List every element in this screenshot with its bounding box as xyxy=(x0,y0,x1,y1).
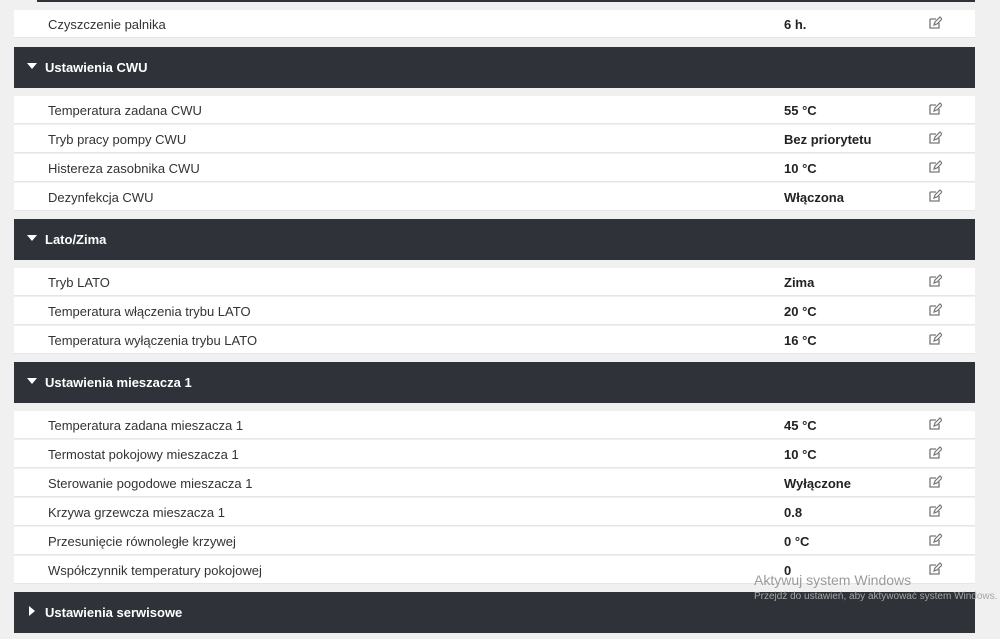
setting-label: Temperatura włączenia trybu LATO xyxy=(48,304,251,319)
setting-value: Włączona xyxy=(784,190,844,205)
edit-icon[interactable] xyxy=(928,189,942,203)
setting-value: 55 °C xyxy=(784,103,817,118)
setting-value: 0 °C xyxy=(784,534,810,549)
setting-value: 10 °C xyxy=(784,161,817,176)
setting-label: Czyszczenie palnika xyxy=(48,17,166,32)
edit-icon[interactable] xyxy=(928,131,942,145)
section-title: Lato/Zima xyxy=(45,232,107,247)
setting-label: Temperatura wyłączenia trybu LATO xyxy=(48,333,258,348)
setting-value: Bez priorytetu xyxy=(784,132,872,147)
section-header-serwisowe[interactable]: Ustawienia serwisowe xyxy=(14,592,975,633)
edit-icon[interactable] xyxy=(928,475,942,489)
setting-value: 20 °C xyxy=(784,304,817,319)
top-border xyxy=(37,0,975,2)
setting-label: Przesunięcie równoległe krzywej xyxy=(48,534,236,549)
setting-row: Dezynfekcja CWU Włączona xyxy=(14,183,975,211)
setting-value: 45 °C xyxy=(784,418,817,433)
setting-label: Tryb pracy pompy CWU xyxy=(48,132,187,147)
caret-down-icon xyxy=(27,63,37,69)
caret-down-icon xyxy=(27,378,37,384)
edit-icon[interactable] xyxy=(928,102,942,116)
setting-row: Histereza zasobnika CWU 10 °C xyxy=(14,154,975,182)
edit-icon[interactable] xyxy=(928,274,942,288)
setting-value: 16 °C xyxy=(784,333,817,348)
edit-icon[interactable] xyxy=(928,160,942,174)
setting-label: Termostat pokojowy mieszacza 1 xyxy=(48,447,239,462)
edit-icon[interactable] xyxy=(928,533,942,547)
edit-icon[interactable] xyxy=(928,504,942,518)
setting-value: Zima xyxy=(784,275,815,290)
setting-label: Tryb LATO xyxy=(48,275,110,290)
setting-row: Temperatura zadana mieszacza 1 45 °C xyxy=(14,411,975,439)
setting-label: Histereza zasobnika CWU xyxy=(48,161,200,176)
edit-icon[interactable] xyxy=(928,332,942,346)
setting-row: Przesunięcie równoległe krzywej 0 °C xyxy=(14,527,975,555)
setting-row: Tryb LATO Zima xyxy=(14,268,975,296)
section-header-lato-zima[interactable]: Lato/Zima xyxy=(14,219,975,260)
section-title: Ustawienia mieszacza 1 xyxy=(45,375,192,390)
edit-icon[interactable] xyxy=(928,417,942,431)
setting-label: Krzywa grzewcza mieszacza 1 xyxy=(48,505,225,520)
setting-value: 10 °C xyxy=(784,447,817,462)
setting-row: Współczynnik temperatury pokojowej 0 xyxy=(14,556,975,584)
section-title: Ustawienia CWU xyxy=(45,60,148,75)
setting-value: 6 h. xyxy=(784,17,807,32)
setting-row: Termostat pokojowy mieszacza 1 10 °C xyxy=(14,440,975,468)
setting-row: Tryb pracy pompy CWU Bez priorytetu xyxy=(14,125,975,153)
edit-icon[interactable] xyxy=(928,16,942,30)
edit-icon[interactable] xyxy=(928,562,942,576)
edit-icon[interactable] xyxy=(928,303,942,317)
section-header-cwu[interactable]: Ustawienia CWU xyxy=(14,47,975,88)
setting-label: Temperatura zadana CWU xyxy=(48,103,202,118)
setting-row: Temperatura wyłączenia trybu LATO 16 °C xyxy=(14,326,975,354)
setting-label: Dezynfekcja CWU xyxy=(48,190,154,205)
setting-row: Temperatura włączenia trybu LATO 20 °C xyxy=(14,297,975,325)
setting-row: Czyszczenie palnika 6 h. xyxy=(14,10,975,38)
section-title: Ustawienia serwisowe xyxy=(45,605,183,620)
caret-right-icon xyxy=(29,606,35,616)
setting-value: 0 xyxy=(784,563,792,578)
setting-value: 0.8 xyxy=(784,505,803,520)
windows-activation-title: Aktywuj system Windows xyxy=(754,572,912,588)
caret-down-icon xyxy=(27,235,37,241)
section-header-mieszacz-1[interactable]: Ustawienia mieszacza 1 xyxy=(14,362,975,403)
setting-row: Temperatura zadana CWU 55 °C xyxy=(14,96,975,124)
setting-label: Sterowanie pogodowe mieszacza 1 xyxy=(48,476,253,491)
edit-icon[interactable] xyxy=(928,446,942,460)
setting-value: Wyłączone xyxy=(784,476,851,491)
setting-row: Krzywa grzewcza mieszacza 1 0.8 xyxy=(14,498,975,526)
setting-label: Współczynnik temperatury pokojowej xyxy=(48,563,262,578)
setting-row: Sterowanie pogodowe mieszacza 1 Wyłączon… xyxy=(14,469,975,497)
windows-activation-subtitle: Przejdź do ustawień, aby aktywować syste… xyxy=(754,591,998,602)
setting-label: Temperatura zadana mieszacza 1 xyxy=(48,418,244,433)
